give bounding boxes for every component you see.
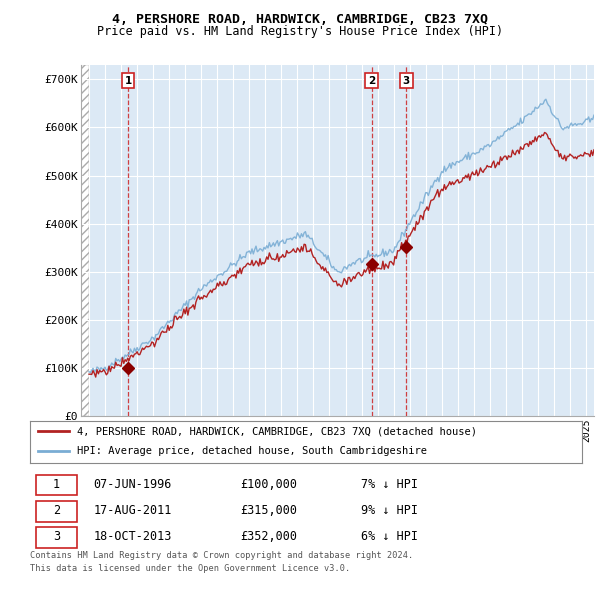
Text: 4, PERSHORE ROAD, HARDWICK, CAMBRIDGE, CB23 7XQ (detached house): 4, PERSHORE ROAD, HARDWICK, CAMBRIDGE, C… (77, 427, 477, 436)
Text: This data is licensed under the Open Government Licence v3.0.: This data is licensed under the Open Gov… (30, 563, 350, 572)
Text: 07-JUN-1996: 07-JUN-1996 (94, 478, 172, 491)
Bar (81, 65, 89, 416)
Text: £315,000: £315,000 (240, 504, 297, 517)
Text: 4, PERSHORE ROAD, HARDWICK, CAMBRIDGE, CB23 7XQ: 4, PERSHORE ROAD, HARDWICK, CAMBRIDGE, C… (112, 13, 488, 26)
Text: Price paid vs. HM Land Registry's House Price Index (HPI): Price paid vs. HM Land Registry's House … (97, 25, 503, 38)
FancyBboxPatch shape (35, 527, 77, 548)
Text: 1: 1 (53, 478, 60, 491)
Text: Contains HM Land Registry data © Crown copyright and database right 2024.: Contains HM Land Registry data © Crown c… (30, 550, 413, 559)
Text: 7% ↓ HPI: 7% ↓ HPI (361, 478, 418, 491)
Text: 9% ↓ HPI: 9% ↓ HPI (361, 504, 418, 517)
Text: 3: 3 (403, 76, 410, 86)
Text: 2: 2 (368, 76, 375, 86)
Text: 17-AUG-2011: 17-AUG-2011 (94, 504, 172, 517)
Text: 6% ↓ HPI: 6% ↓ HPI (361, 530, 418, 543)
Text: 2: 2 (53, 504, 60, 517)
FancyBboxPatch shape (35, 501, 77, 522)
Text: 18-OCT-2013: 18-OCT-2013 (94, 530, 172, 543)
Text: 3: 3 (53, 530, 60, 543)
FancyBboxPatch shape (35, 475, 77, 496)
Text: £352,000: £352,000 (240, 530, 297, 543)
Text: £100,000: £100,000 (240, 478, 297, 491)
Text: 1: 1 (125, 76, 132, 86)
Text: HPI: Average price, detached house, South Cambridgeshire: HPI: Average price, detached house, Sout… (77, 446, 427, 456)
